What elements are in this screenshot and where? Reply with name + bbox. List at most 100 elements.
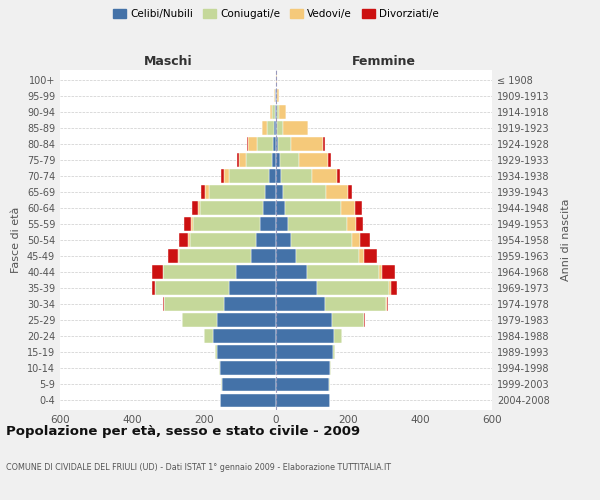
Bar bbox=[197, 201, 200, 214]
Bar bbox=[279, 105, 286, 118]
Bar bbox=[379, 266, 382, 279]
Bar bbox=[307, 266, 379, 279]
Bar bbox=[263, 201, 276, 214]
Bar bbox=[330, 362, 331, 375]
Bar bbox=[213, 330, 276, 343]
Bar bbox=[276, 185, 283, 198]
Bar bbox=[337, 169, 340, 182]
Bar bbox=[220, 394, 276, 407]
Bar bbox=[238, 153, 239, 166]
Legend: Celibi/Nubili, Coniugati/e, Vedovi/e, Divorziati/e: Celibi/Nubili, Coniugati/e, Vedovi/e, Di… bbox=[109, 5, 443, 24]
Bar bbox=[239, 153, 247, 166]
Bar bbox=[221, 378, 222, 391]
Bar bbox=[272, 105, 275, 118]
Bar bbox=[276, 378, 329, 391]
Bar bbox=[287, 217, 347, 231]
Bar bbox=[224, 298, 276, 311]
Bar bbox=[276, 217, 287, 231]
Bar bbox=[276, 249, 296, 263]
Bar bbox=[299, 153, 328, 166]
Bar bbox=[251, 249, 276, 263]
Bar bbox=[192, 201, 197, 214]
Bar bbox=[247, 153, 272, 166]
Bar bbox=[182, 314, 217, 327]
Bar bbox=[215, 346, 217, 359]
Bar bbox=[179, 249, 251, 263]
Bar bbox=[275, 89, 276, 102]
Bar bbox=[332, 314, 364, 327]
Bar bbox=[168, 249, 178, 263]
Bar bbox=[364, 249, 377, 263]
Bar bbox=[356, 217, 363, 231]
Y-axis label: Anni di nascita: Anni di nascita bbox=[561, 198, 571, 281]
Bar bbox=[291, 233, 352, 247]
Bar bbox=[285, 201, 341, 214]
Bar bbox=[328, 153, 331, 166]
Bar bbox=[276, 169, 281, 182]
Bar bbox=[352, 233, 359, 247]
Bar bbox=[248, 137, 257, 150]
Bar bbox=[276, 153, 280, 166]
Bar bbox=[276, 362, 330, 375]
Bar bbox=[347, 217, 356, 231]
Bar bbox=[229, 169, 269, 182]
Bar bbox=[164, 298, 224, 311]
Bar bbox=[277, 105, 279, 118]
Bar bbox=[348, 185, 352, 198]
Bar bbox=[184, 217, 191, 231]
Bar bbox=[236, 266, 276, 279]
Bar bbox=[391, 282, 397, 295]
Text: Popolazione per età, sesso e stato civile - 2009: Popolazione per età, sesso e stato civil… bbox=[6, 425, 360, 438]
Text: Femmine: Femmine bbox=[352, 55, 416, 68]
Bar bbox=[217, 346, 276, 359]
Bar bbox=[163, 266, 236, 279]
Bar bbox=[202, 185, 205, 198]
Bar bbox=[276, 394, 330, 407]
Bar bbox=[276, 298, 325, 311]
Bar bbox=[256, 233, 276, 247]
Bar bbox=[217, 314, 276, 327]
Bar bbox=[334, 330, 341, 343]
Bar bbox=[260, 217, 276, 231]
Bar bbox=[188, 233, 190, 247]
Bar bbox=[276, 266, 307, 279]
Bar bbox=[257, 137, 274, 150]
Bar bbox=[277, 89, 279, 102]
Bar bbox=[276, 282, 317, 295]
Bar bbox=[276, 137, 278, 150]
Bar bbox=[190, 233, 256, 247]
Bar bbox=[276, 105, 277, 118]
Bar bbox=[163, 298, 164, 311]
Bar bbox=[224, 169, 229, 182]
Bar bbox=[359, 233, 370, 247]
Bar bbox=[276, 346, 333, 359]
Bar bbox=[389, 282, 391, 295]
Bar bbox=[283, 121, 308, 134]
Bar bbox=[204, 330, 213, 343]
Bar bbox=[333, 346, 335, 359]
Bar bbox=[278, 137, 291, 150]
Bar bbox=[359, 249, 364, 263]
Bar bbox=[325, 298, 386, 311]
Bar bbox=[276, 330, 334, 343]
Bar bbox=[276, 121, 277, 134]
Bar bbox=[270, 105, 272, 118]
Bar bbox=[220, 362, 276, 375]
Bar bbox=[276, 201, 285, 214]
Bar bbox=[341, 201, 355, 214]
Bar bbox=[276, 233, 291, 247]
Bar bbox=[221, 169, 224, 182]
Bar bbox=[178, 249, 179, 263]
Bar bbox=[276, 89, 277, 102]
Bar bbox=[276, 314, 332, 327]
Text: Maschi: Maschi bbox=[143, 55, 193, 68]
Bar bbox=[209, 185, 265, 198]
Bar bbox=[272, 153, 276, 166]
Bar bbox=[277, 121, 283, 134]
Bar bbox=[275, 105, 276, 118]
Y-axis label: Fasce di età: Fasce di età bbox=[11, 207, 21, 273]
Bar bbox=[229, 282, 276, 295]
Bar bbox=[205, 185, 209, 198]
Bar bbox=[274, 137, 276, 150]
Bar bbox=[323, 137, 325, 150]
